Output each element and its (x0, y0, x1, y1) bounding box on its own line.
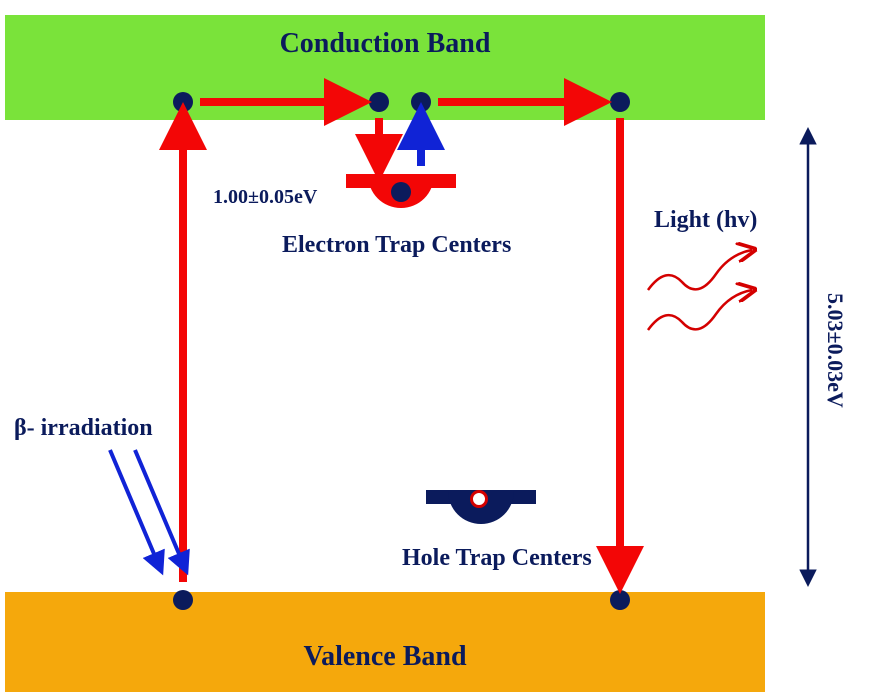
band-gap-label: 5.03±0.03eV (822, 293, 848, 423)
electron-dot (610, 590, 630, 610)
electron-dot (391, 182, 411, 202)
light-label: Light (hv) (654, 207, 757, 234)
trap-depth-label: 1.00±0.05eV (213, 186, 317, 209)
electron-trap-label: Electron Trap Centers (282, 232, 511, 259)
irradiation-label: β- irradiation (14, 415, 153, 442)
electron-dot (369, 92, 389, 112)
hole-particle (470, 490, 488, 508)
light-wave-1 (648, 250, 752, 290)
beta-arrow-1 (110, 450, 160, 568)
light-wave-2 (648, 290, 752, 330)
valence-band: Valence Band (5, 592, 765, 692)
electron-dot (610, 92, 630, 112)
hole-trap-label: Hole Trap Centers (402, 545, 592, 572)
beta-arrow-2 (135, 450, 185, 568)
valence-band-label: Valence Band (303, 641, 466, 673)
electron-dot (173, 590, 193, 610)
electron-dot (173, 92, 193, 112)
conduction-band-label: Conduction Band (280, 28, 491, 60)
electron-dot (411, 92, 431, 112)
